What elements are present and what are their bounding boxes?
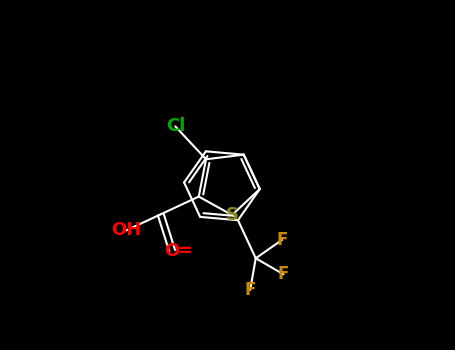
Text: F: F <box>278 265 289 283</box>
Text: Cl: Cl <box>166 117 185 135</box>
Text: O: O <box>165 242 180 260</box>
Text: OH: OH <box>111 222 142 239</box>
Text: =: = <box>177 242 192 260</box>
Text: S: S <box>226 206 238 224</box>
Text: F: F <box>244 281 256 299</box>
Text: F: F <box>276 231 288 249</box>
